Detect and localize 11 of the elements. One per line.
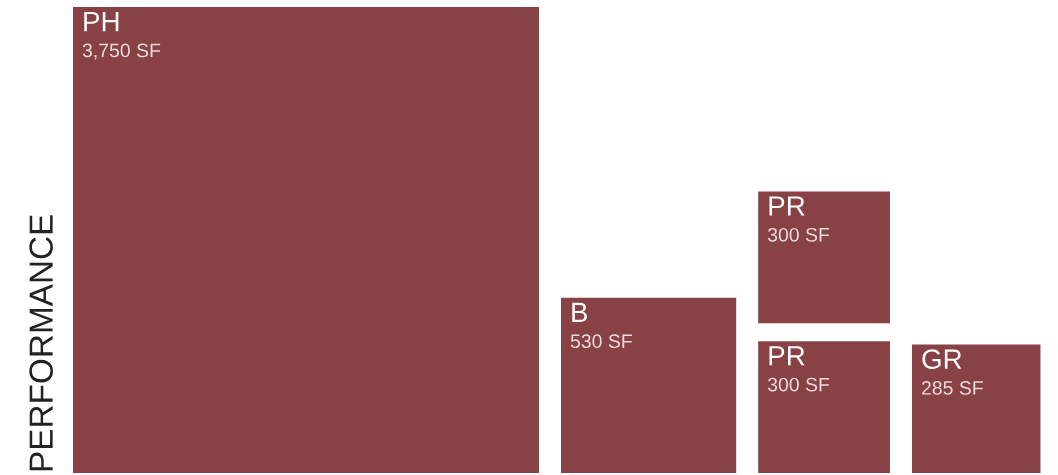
text: PERFORMANCE	[29, 215, 53, 471]
category-label: GR	[922, 349, 962, 369]
data-label: 285 SF	[921, 381, 983, 395]
category-label: B	[572, 302, 588, 322]
category-label: PH	[84, 12, 119, 32]
data-label: 3,750 SF	[82, 43, 161, 60]
category-label: PR	[769, 346, 805, 366]
category-label: PR	[769, 196, 805, 216]
data-label: 530 SF	[570, 334, 632, 349]
data-label: 300 SF	[767, 377, 830, 392]
data-label: 300 SF	[767, 227, 830, 242]
